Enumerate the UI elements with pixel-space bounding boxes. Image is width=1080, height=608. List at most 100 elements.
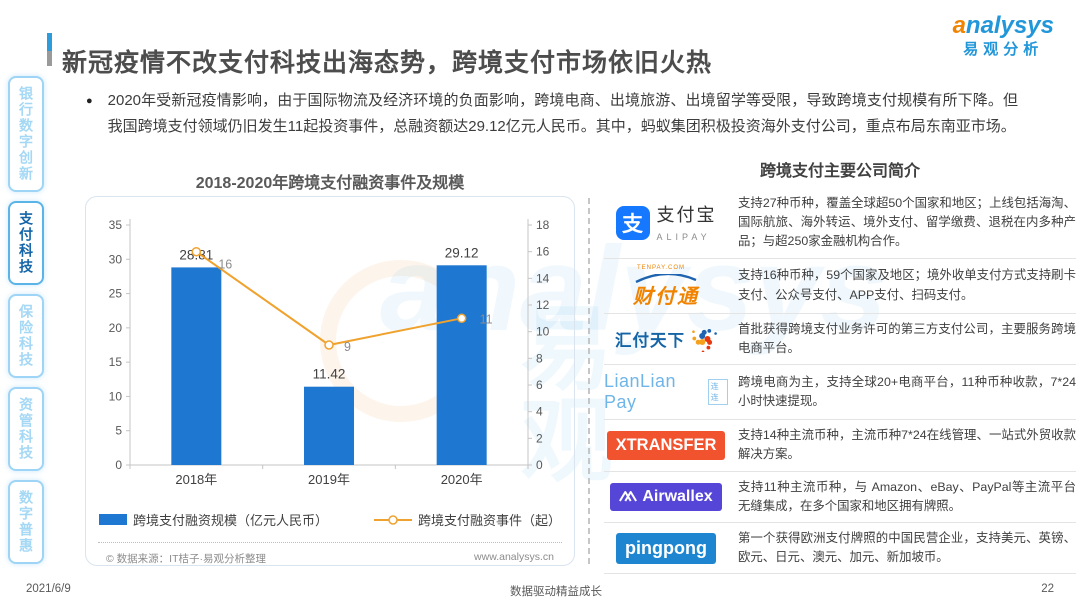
alipay-logo-en: ALIPAY (656, 231, 711, 242)
company-row-pingpong: pingpong 第一个获得欧洲支付牌照的中国民营企业，支持美元、英镑、欧元、日… (604, 523, 1076, 575)
huifu-pinwheel-icon (692, 328, 717, 352)
analysys-logo-cn: 易观分析 (963, 40, 1044, 58)
chart-legend: 跨境支付融资规模（亿元人民币） 跨境支付融资事件（起） (94, 510, 566, 529)
summary-text: 2020年受新冠疫情影响，由于国际物流及经济环境的负面影响，跨境电商、出境旅游、… (107, 92, 1018, 135)
sidebar-item-3[interactable]: 资管科技 (8, 387, 44, 471)
alipay-logo-cn: 支付宝 (656, 204, 717, 225)
svg-text:2: 2 (536, 431, 543, 445)
slide-footer: 2021/6/9 数据驱动精益成长 22 (0, 583, 1080, 599)
sidebar-item-4[interactable]: 数字普惠 (8, 480, 44, 564)
svg-text:2019年: 2019年 (308, 472, 350, 487)
companies-list: 支 支付宝 ALIPAY 支持27种币种，覆盖全球超50个国家和地区；上线包括海… (604, 188, 1076, 575)
legend-line-label: 跨境支付融资事件（起） (418, 513, 562, 528)
section-divider (588, 198, 590, 564)
summary-bullet: ● 2020年受新冠疫情影响，由于国际物流及经济环境的负面影响，跨境电商、出境旅… (86, 88, 1018, 140)
svg-text:18: 18 (536, 218, 550, 232)
chart-canvas: 0510152025303502468101214161828.812018年1… (109, 218, 550, 487)
legend-bar-label: 跨境支付融资规模（亿元人民币） (132, 513, 328, 528)
tenpay-logo-sub: TENPAY.COM (637, 264, 686, 271)
chart-source-row: © 数据来源：IT桔子·易观分析整理 www.analysys.cn (98, 542, 562, 566)
companies-panel: 跨境支付主要公司简介 支 支付宝 ALIPAY 支持27种币种，覆盖全球超50个… (604, 157, 1076, 575)
sidebar-item-0[interactable]: 银行数字创新 (8, 76, 44, 192)
alipay-logo-cell: 支 支付宝 ALIPAY (604, 201, 728, 245)
alipay-description: 支持27种币种，覆盖全球超50个国家和地区；上线包括海淘、国际航旅、海外转运、境… (738, 196, 1076, 249)
company-row-airwallex: Airwallex 支持11种主流币种，与 Amazon、eBay、PayPal… (604, 472, 1076, 523)
airwallex-logo: Airwallex (610, 482, 722, 511)
pingpong-description: 第一个获得欧洲支付牌照的中国民营企业，支持美元、英镑、欧元、日元、澳元、加元、新… (738, 530, 1076, 565)
svg-text:10: 10 (109, 389, 123, 403)
tenpay-logo: TENPAY.COM 财付通 (633, 265, 699, 307)
alipay-logo: 支 支付宝 ALIPAY (615, 201, 717, 245)
tenpay-logo-text: 财付通 (633, 285, 699, 308)
svg-text:25: 25 (109, 287, 123, 301)
chart-card: 0510152025303502468101214161828.812018年1… (85, 196, 575, 566)
page-title: 新冠疫情不改支付科技出海态势，跨境支付市场依旧火热 (62, 48, 713, 77)
svg-text:14: 14 (536, 271, 550, 285)
sidebar-item-2[interactable]: 保险科技 (8, 294, 44, 378)
lianlian-logo-text: LianLian Pay (604, 371, 677, 413)
svg-text:0: 0 (115, 458, 122, 472)
tenpay-swoosh-icon (635, 272, 697, 283)
svg-text:12: 12 (536, 298, 550, 312)
svg-text:11.42: 11.42 (313, 367, 346, 382)
bullet-icon: ● (86, 95, 93, 107)
legend-item-bar: 跨境支付融资规模（亿元人民币） (98, 510, 328, 529)
sidebar-item-1[interactable]: 支付科技 (8, 201, 44, 285)
svg-text:5: 5 (115, 424, 122, 438)
company-logo-badge: pingpong (616, 532, 716, 564)
svg-text:35: 35 (109, 218, 123, 232)
pingpong-logo-cell: pingpong (604, 532, 728, 564)
lianlian-logo-cell: LianLian Pay 连连 (604, 371, 728, 413)
svg-text:0: 0 (536, 458, 543, 472)
footer-slogan: 数据驱动精益成长 (509, 586, 602, 598)
website-link[interactable]: www.analysys.cn (474, 551, 554, 563)
svg-text:4: 4 (536, 405, 543, 419)
svg-text:11: 11 (480, 312, 493, 326)
airwallex-description: 支持11种主流币种，与 Amazon、eBay、PayPal等主流平台无缝集成，… (738, 479, 1076, 513)
svg-text:29.12: 29.12 (445, 245, 479, 260)
svg-text:9: 9 (344, 340, 351, 354)
company-row-tenpay: TENPAY.COM 财付通 支持16种币种，59个国家及地区；境外收单支付方式… (604, 259, 1076, 314)
company-row-huifu: 汇付天下 首批获得跨境支付业务许可的第三方支付公司，主要服务跨境电商平台。 (604, 314, 1076, 366)
svg-text:30: 30 (109, 252, 123, 266)
svg-text:20: 20 (109, 321, 123, 335)
company-row-xtransfer: XTRANSFER 支持14种主流币种，主流币种7*24在线管理、一站式外贸收款… (604, 420, 1076, 472)
footer-date: 2021/6/9 (26, 583, 71, 595)
companies-title: 跨境支付主要公司简介 (759, 163, 920, 180)
analysys-logo: analysys 易观分析 (953, 12, 1054, 58)
xtransfer-logo-cell: XTRANSFER (604, 430, 728, 460)
svg-text:2018年: 2018年 (175, 472, 217, 487)
section-sidebar: 银行数字创新支付科技保险科技资管科技数字普惠 (8, 76, 44, 564)
lianlian-logo-sub: 连连 (707, 379, 728, 406)
company-row-alipay: 支 支付宝 ALIPAY 支持27种币种，覆盖全球超50个国家和地区；上线包括海… (604, 188, 1076, 259)
analysys-logo-en: analysys (952, 12, 1054, 39)
svg-text:16: 16 (218, 258, 232, 272)
airwallex-logo-cell: Airwallex (604, 482, 728, 511)
data-source: © 数据来源：IT桔子·易观分析整理 (106, 553, 266, 565)
svg-text:16: 16 (536, 245, 550, 259)
lianlian-logo: LianLian Pay 连连 (604, 371, 728, 413)
title-accent-bar (47, 33, 52, 66)
tenpay-logo-cell: TENPAY.COM 财付通 (604, 265, 728, 307)
lianlian-description: 跨境电商为主，支持全球20+电商平台，11种币种收款，7*24 小时快速提现。 (738, 374, 1076, 409)
svg-text:6: 6 (536, 378, 543, 392)
legend-item-line: 跨境支付融资事件（起） (374, 510, 561, 529)
line-swatch-icon (374, 514, 412, 525)
xtransfer-description: 支持14种主流币种，主流币种7*24在线管理、一站式外贸收款解决方案。 (738, 428, 1076, 462)
bar-swatch-icon (98, 514, 127, 525)
svg-text:8: 8 (536, 351, 543, 365)
huifu-logo: 汇付天下 (615, 326, 717, 352)
alipay-icon: 支 (615, 205, 650, 240)
huifu-description: 首批获得跨境支付业务许可的第三方支付公司，主要服务跨境电商平台。 (738, 321, 1076, 355)
footer-page-number: 22 (1041, 583, 1054, 595)
svg-text:2020年: 2020年 (441, 472, 483, 487)
svg-text:15: 15 (109, 355, 123, 369)
tenpay-description: 支持16种币种，59个国家及地区；境外收单支付方式支持刷卡支付、公众号支付、AP… (738, 268, 1076, 302)
chart-title: 2018-2020年跨境支付融资事件及规模 (195, 175, 465, 192)
svg-text:10: 10 (536, 325, 550, 339)
company-logo-badge: XTRANSFER (606, 430, 726, 460)
huifu-logo-cell: 汇付天下 (604, 326, 728, 352)
company-row-lianlian: LianLian Pay 连连 跨境电商为主，支持全球20+电商平台，11种币种… (604, 365, 1076, 421)
airwallex-mark-icon (619, 491, 638, 502)
